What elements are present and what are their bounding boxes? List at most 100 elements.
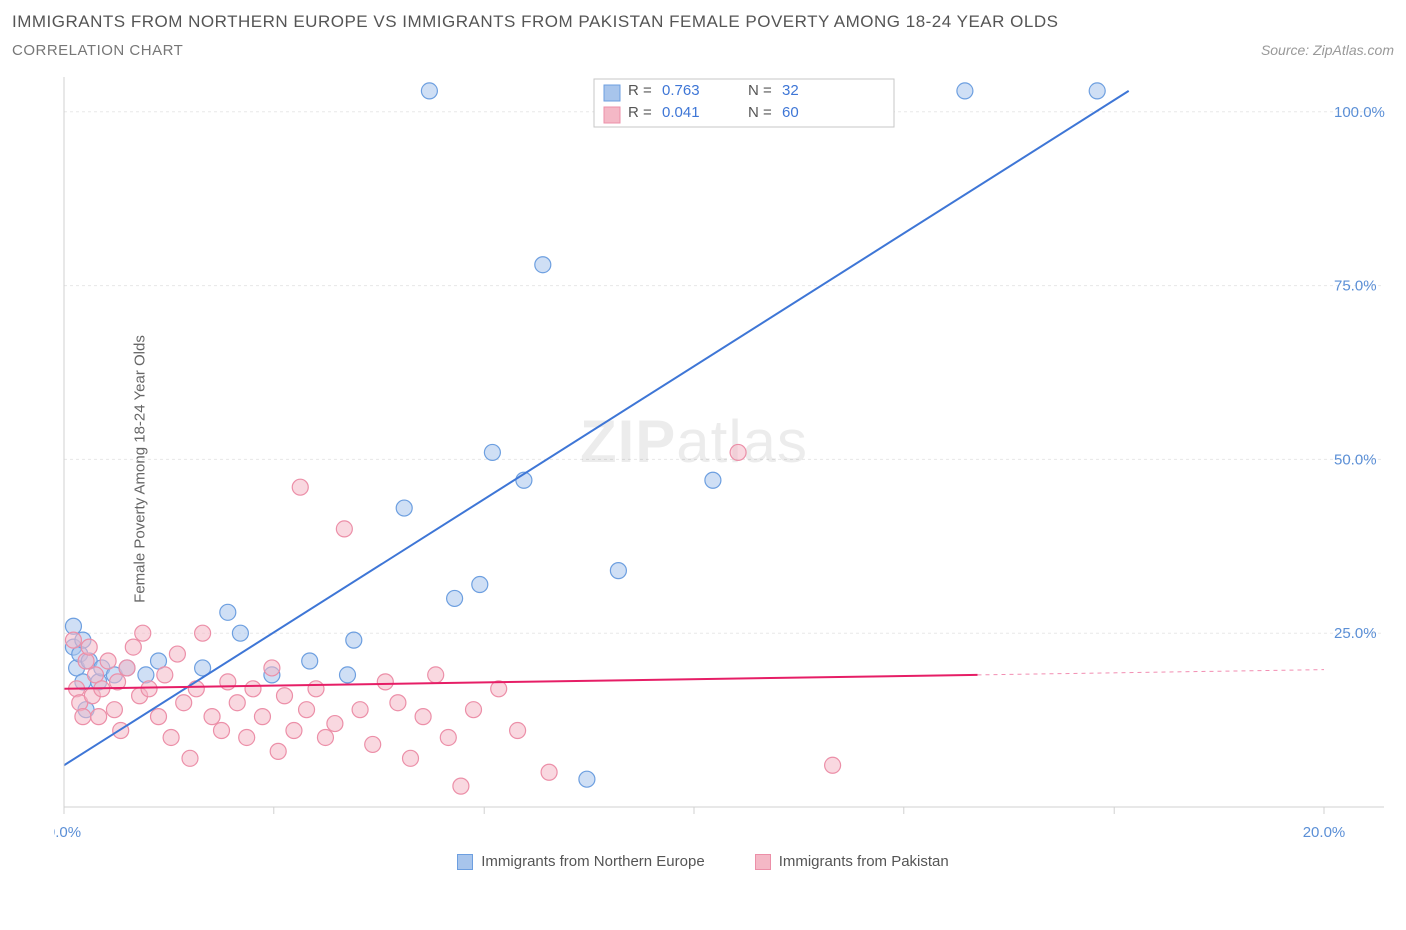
data-point xyxy=(78,653,94,669)
data-point xyxy=(396,500,412,516)
data-point xyxy=(730,444,746,460)
data-point xyxy=(204,709,220,725)
data-point xyxy=(705,472,721,488)
watermark: ZIPatlas xyxy=(580,408,808,475)
legend-item: Immigrants from Northern Europe xyxy=(457,853,704,870)
data-point xyxy=(308,681,324,697)
data-point xyxy=(81,639,97,655)
data-point xyxy=(277,688,293,704)
data-point xyxy=(119,660,135,676)
title-block: IMMIGRANTS FROM NORTHERN EUROPE VS IMMIG… xyxy=(12,12,1394,59)
data-point xyxy=(340,667,356,683)
data-point xyxy=(141,681,157,697)
y-tick-label: 50.0% xyxy=(1334,451,1377,468)
data-point xyxy=(302,653,318,669)
data-point xyxy=(91,709,107,725)
x-tick-label: 20.0% xyxy=(1303,824,1346,841)
subtitle-row: CORRELATION CHART Source: ZipAtlas.com xyxy=(12,42,1394,59)
data-point xyxy=(535,257,551,273)
data-point xyxy=(138,667,154,683)
data-point xyxy=(541,764,557,780)
data-point xyxy=(232,625,248,641)
legend-label: Immigrants from Pakistan xyxy=(779,853,949,870)
legend-item: Immigrants from Pakistan xyxy=(755,853,949,870)
legend-r-label: R = xyxy=(628,104,652,121)
legend-swatch xyxy=(604,107,620,123)
data-point xyxy=(292,479,308,495)
legend-label: Immigrants from Northern Europe xyxy=(481,853,704,870)
data-point xyxy=(336,521,352,537)
data-point xyxy=(264,660,280,676)
data-point xyxy=(415,709,431,725)
legend-n-value: 32 xyxy=(782,82,799,99)
data-point xyxy=(195,625,211,641)
data-point xyxy=(75,709,91,725)
data-point xyxy=(220,604,236,620)
y-tick-label: 100.0% xyxy=(1334,104,1385,121)
data-point xyxy=(299,702,315,718)
data-point xyxy=(390,695,406,711)
data-point xyxy=(270,743,286,759)
data-point xyxy=(1089,83,1105,99)
legend-r-label: R = xyxy=(628,82,652,99)
data-point xyxy=(453,778,469,794)
data-point xyxy=(579,771,595,787)
data-point xyxy=(610,563,626,579)
data-point xyxy=(957,83,973,99)
legend-r-value: 0.041 xyxy=(662,104,700,121)
trend-line xyxy=(64,91,1129,765)
legend-swatch xyxy=(755,854,771,870)
data-point xyxy=(239,729,255,745)
data-point xyxy=(327,716,343,732)
data-point xyxy=(135,625,151,641)
data-point xyxy=(377,674,393,690)
data-point xyxy=(176,695,192,711)
scatter-plot-svg: 25.0% 50.0% 75.0% 100.0% ZIPatlas 0.0% 20.0% R … xyxy=(54,67,1394,847)
data-point xyxy=(106,702,122,718)
data-point xyxy=(286,723,302,739)
data-point xyxy=(254,709,270,725)
data-point xyxy=(245,681,261,697)
source-label: Source: ZipAtlas.com xyxy=(1261,42,1394,58)
bottom-legend: Immigrants from Northern Europe Immigrant… xyxy=(12,853,1394,870)
data-point xyxy=(65,632,81,648)
data-point xyxy=(484,444,500,460)
data-point xyxy=(220,674,236,690)
data-point xyxy=(403,750,419,766)
data-point xyxy=(182,750,198,766)
data-point xyxy=(346,632,362,648)
data-point xyxy=(188,681,204,697)
y-tick-label: 25.0% xyxy=(1334,625,1377,642)
chart-subtitle: CORRELATION CHART xyxy=(12,42,183,59)
chart-container: Female Poverty Among 18-24 Year Olds 25.… xyxy=(12,67,1394,870)
data-point xyxy=(440,729,456,745)
data-point xyxy=(214,723,230,739)
data-point xyxy=(472,577,488,593)
data-point xyxy=(317,729,333,745)
x-tick-label: 0.0% xyxy=(54,824,81,841)
legend-r-value: 0.763 xyxy=(662,82,700,99)
y-tick-label: 75.0% xyxy=(1334,278,1377,295)
data-point xyxy=(421,83,437,99)
data-point xyxy=(229,695,245,711)
data-point xyxy=(510,723,526,739)
data-point xyxy=(466,702,482,718)
trend-line-extrapolated xyxy=(978,670,1325,675)
data-point xyxy=(169,646,185,662)
legend-swatch xyxy=(457,854,473,870)
legend-swatch xyxy=(604,85,620,101)
plot-area: 25.0% 50.0% 75.0% 100.0% ZIPatlas 0.0% 20.0% R … xyxy=(54,67,1394,847)
legend-n-label: N = xyxy=(748,82,772,99)
data-point xyxy=(151,709,167,725)
legend-n-value: 60 xyxy=(782,104,799,121)
data-point xyxy=(163,729,179,745)
chart-title: IMMIGRANTS FROM NORTHERN EUROPE VS IMMIG… xyxy=(12,12,1394,32)
data-point xyxy=(825,757,841,773)
data-point xyxy=(365,736,381,752)
data-point xyxy=(157,667,173,683)
data-point xyxy=(352,702,368,718)
data-point xyxy=(100,653,116,669)
data-point xyxy=(447,590,463,606)
data-point xyxy=(428,667,444,683)
legend-n-label: N = xyxy=(748,104,772,121)
